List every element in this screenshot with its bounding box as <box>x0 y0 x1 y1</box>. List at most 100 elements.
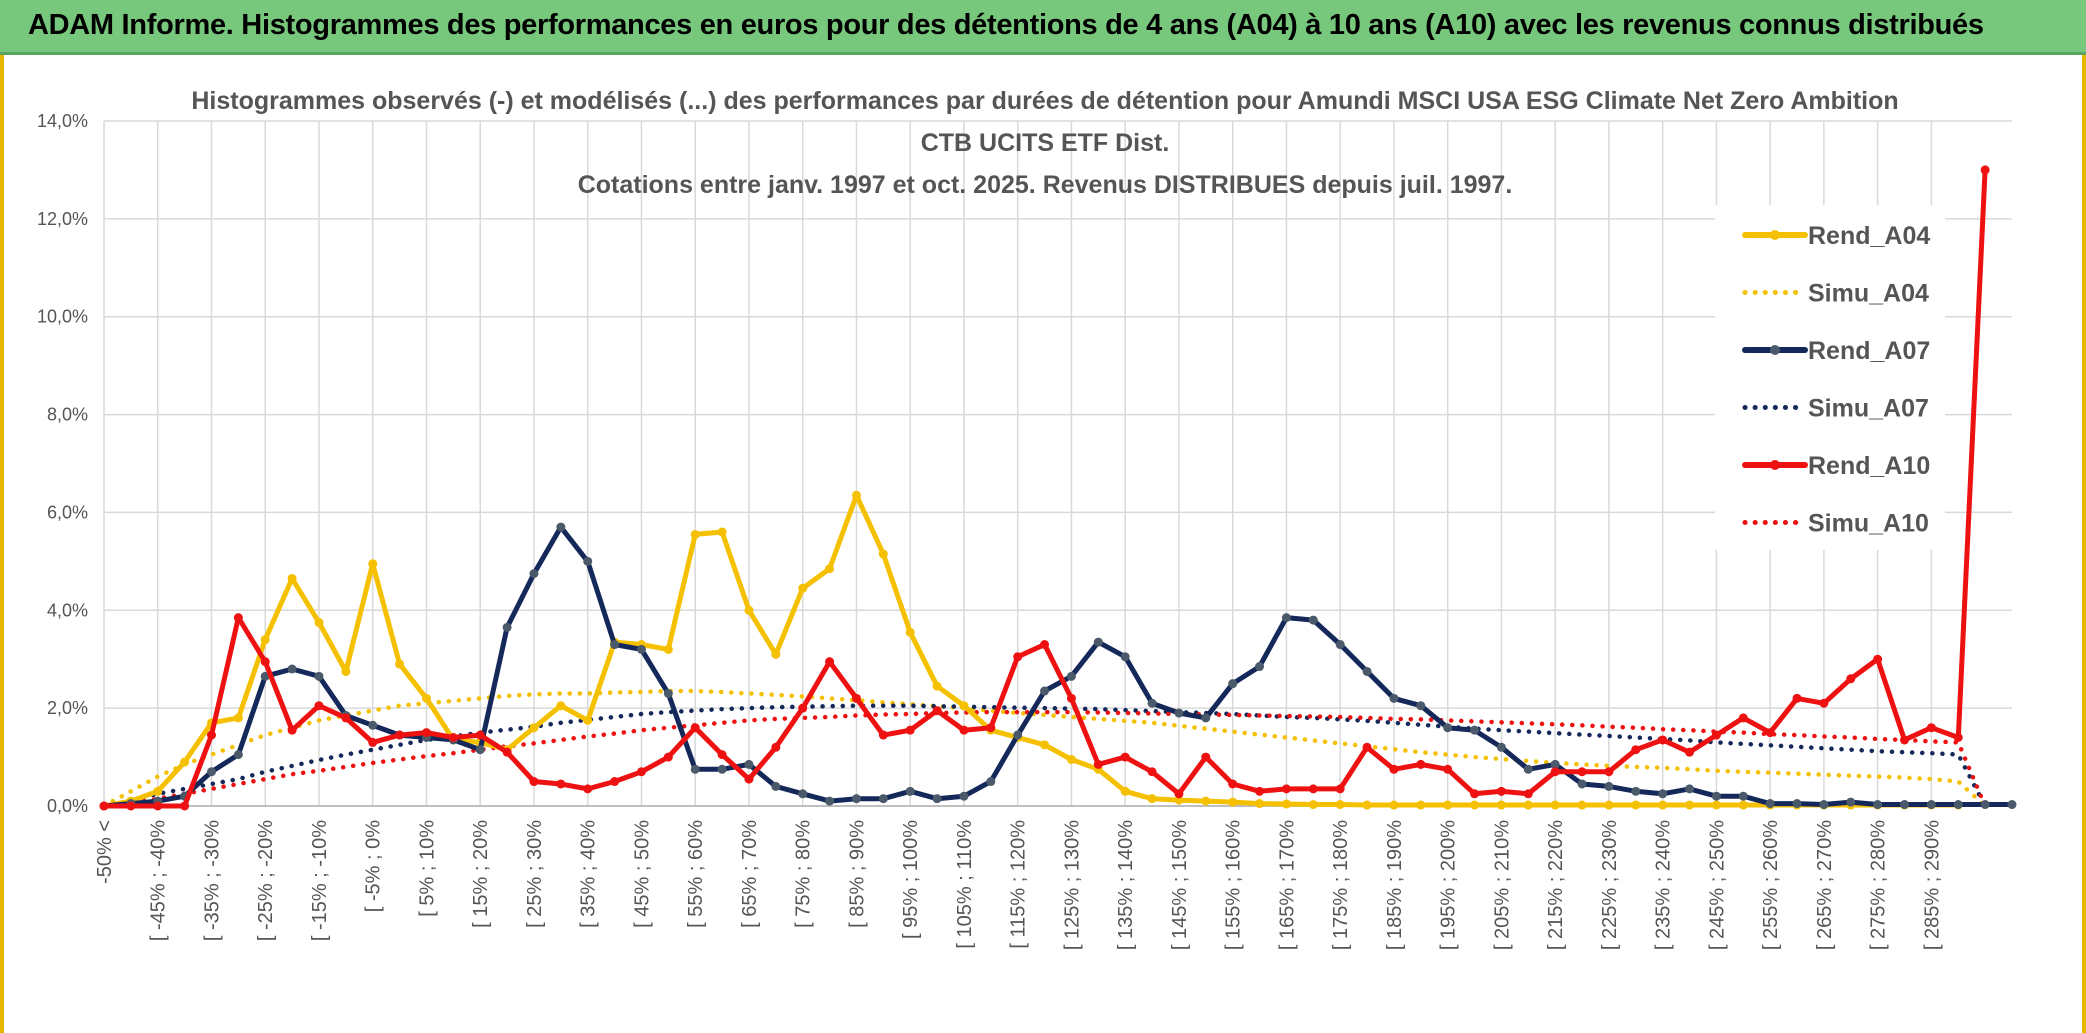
point-rend-a10 <box>1013 652 1023 662</box>
point-rend-a07 <box>744 759 754 769</box>
point-rend-a04 <box>1040 740 1050 750</box>
point-rend-a10 <box>314 701 324 711</box>
chart-title-line-2: CTB UCITS ETF Dist. <box>921 129 1170 157</box>
point-rend-a07 <box>1873 800 1883 810</box>
point-rend-a10 <box>99 801 109 811</box>
x-tick-label: [ -35% ; -30% <box>201 820 223 941</box>
x-tick-label: [ -5% ; 0% <box>363 820 385 912</box>
y-tick-label: 8,0% <box>47 405 88 425</box>
point-rend-a10 <box>1846 674 1856 684</box>
chart-title-line-1: Histogrammes observés (-) et modélisés (… <box>191 87 1898 115</box>
point-rend-a04 <box>1416 800 1426 810</box>
point-rend-a04 <box>1335 800 1345 810</box>
point-rend-a10 <box>556 779 566 789</box>
x-tick-label: [ 55% ; 60% <box>685 820 707 928</box>
point-rend-a07 <box>287 664 297 674</box>
point-rend-a04 <box>260 635 270 645</box>
point-rend-a07 <box>1040 686 1050 696</box>
point-rend-a04 <box>1443 800 1453 810</box>
legend: Rend_A04 Simu_A04 Rend_A07 Simu_A07 Rend_A10… <box>1715 205 1945 550</box>
point-rend-a07 <box>1577 779 1587 789</box>
x-tick-label: [ 165% ; 170% <box>1276 820 1298 950</box>
point-rend-a07 <box>1846 797 1856 807</box>
legend-label: Simu_A04 <box>1808 280 1929 308</box>
point-rend-a04 <box>233 713 243 723</box>
x-tick-label: [ 265% ; 270% <box>1814 820 1836 950</box>
point-rend-a04 <box>851 490 861 500</box>
point-rend-a10 <box>1711 730 1721 740</box>
point-rend-a10 <box>1900 735 1910 745</box>
chart-title: Histogrammes observés (-) et modélisés (… <box>191 87 1898 199</box>
x-tick-label: [ 255% ; 260% <box>1760 820 1782 950</box>
point-rend-a10 <box>1765 728 1775 738</box>
point-rend-a10 <box>448 733 458 742</box>
point-rend-a07 <box>1013 730 1023 740</box>
x-tick-label: -50% < <box>94 820 116 884</box>
point-rend-a10 <box>341 713 351 723</box>
point-rend-a10 <box>959 725 969 735</box>
point-rend-a10 <box>851 693 861 703</box>
point-rend-a07 <box>1738 791 1748 801</box>
x-tick-label: [ 275% ; 280% <box>1868 820 1890 950</box>
point-rend-a04 <box>583 715 593 725</box>
point-rend-a07 <box>1281 613 1291 623</box>
x-tick-label: [ -25% ; -20% <box>255 820 277 941</box>
point-rend-a07 <box>1631 786 1641 796</box>
x-tick-label: [ 5% ; 10% <box>416 820 438 917</box>
point-rend-a07 <box>1685 784 1695 794</box>
point-rend-a10 <box>1873 654 1883 664</box>
point-rend-a04 <box>1255 799 1265 809</box>
point-rend-a04 <box>421 693 431 703</box>
point-rend-a07 <box>986 777 996 787</box>
point-rend-a04 <box>1147 794 1157 804</box>
point-rend-a04 <box>1523 800 1533 810</box>
point-rend-a04 <box>1066 755 1076 765</box>
point-rend-a07 <box>1335 640 1345 650</box>
point-rend-a10 <box>1980 165 1990 175</box>
point-rend-a07 <box>556 522 566 532</box>
legend-box <box>1715 205 1945 550</box>
point-rend-a07 <box>1308 615 1318 625</box>
y-tick-label: 6,0% <box>47 502 88 522</box>
point-rend-a04 <box>1362 800 1372 810</box>
point-rend-a10 <box>1443 764 1453 774</box>
point-rend-a10 <box>368 737 378 747</box>
point-rend-a10 <box>1819 698 1829 708</box>
point-rend-a10 <box>1523 789 1533 799</box>
series-line-rend-a04 <box>101 492 1961 809</box>
series-line-simu-a04 <box>101 688 1988 809</box>
point-rend-a10 <box>1389 764 1399 774</box>
y-tick-label: 10,0% <box>37 307 88 327</box>
point-rend-a07 <box>1147 698 1157 708</box>
point-rend-a07 <box>583 556 593 566</box>
point-rend-a07 <box>1416 701 1426 711</box>
point-rend-a04 <box>878 549 888 559</box>
point-rend-a04 <box>771 649 781 659</box>
point-rend-a04 <box>663 644 673 654</box>
legend-label: Rend_A10 <box>1808 452 1930 480</box>
point-rend-a07 <box>502 622 512 632</box>
x-tick-label: [ 65% ; 70% <box>739 820 761 928</box>
point-rend-a10 <box>1631 745 1641 755</box>
legend-label: Rend_A07 <box>1808 337 1930 365</box>
point-rend-a07 <box>959 791 969 801</box>
point-rend-a04 <box>798 583 808 593</box>
point-rend-a10 <box>1470 789 1480 799</box>
chart-title-line-3: Cotations entre janv. 1997 et oct. 2025.… <box>578 171 1513 199</box>
point-rend-a10 <box>1658 735 1668 745</box>
x-tick-label: [ -45% ; -40% <box>148 820 170 941</box>
legend-marker <box>1770 460 1780 470</box>
report-banner: ADAM Informe. Histogrammes des performan… <box>0 0 2086 55</box>
legend-label: Rend_A04 <box>1808 222 1930 250</box>
point-rend-a10 <box>1066 693 1076 703</box>
point-rend-a10 <box>1926 723 1936 733</box>
point-rend-a10 <box>1738 713 1748 723</box>
point-rend-a04 <box>1228 797 1238 807</box>
point-rend-a04 <box>959 701 969 711</box>
point-rend-a04 <box>1604 800 1614 810</box>
x-tick-label: [ 215% ; 220% <box>1545 820 1567 950</box>
point-rend-a10 <box>206 730 216 740</box>
point-rend-a07 <box>771 781 781 791</box>
point-rend-a10 <box>1604 767 1614 777</box>
point-rend-a04 <box>1281 799 1291 809</box>
